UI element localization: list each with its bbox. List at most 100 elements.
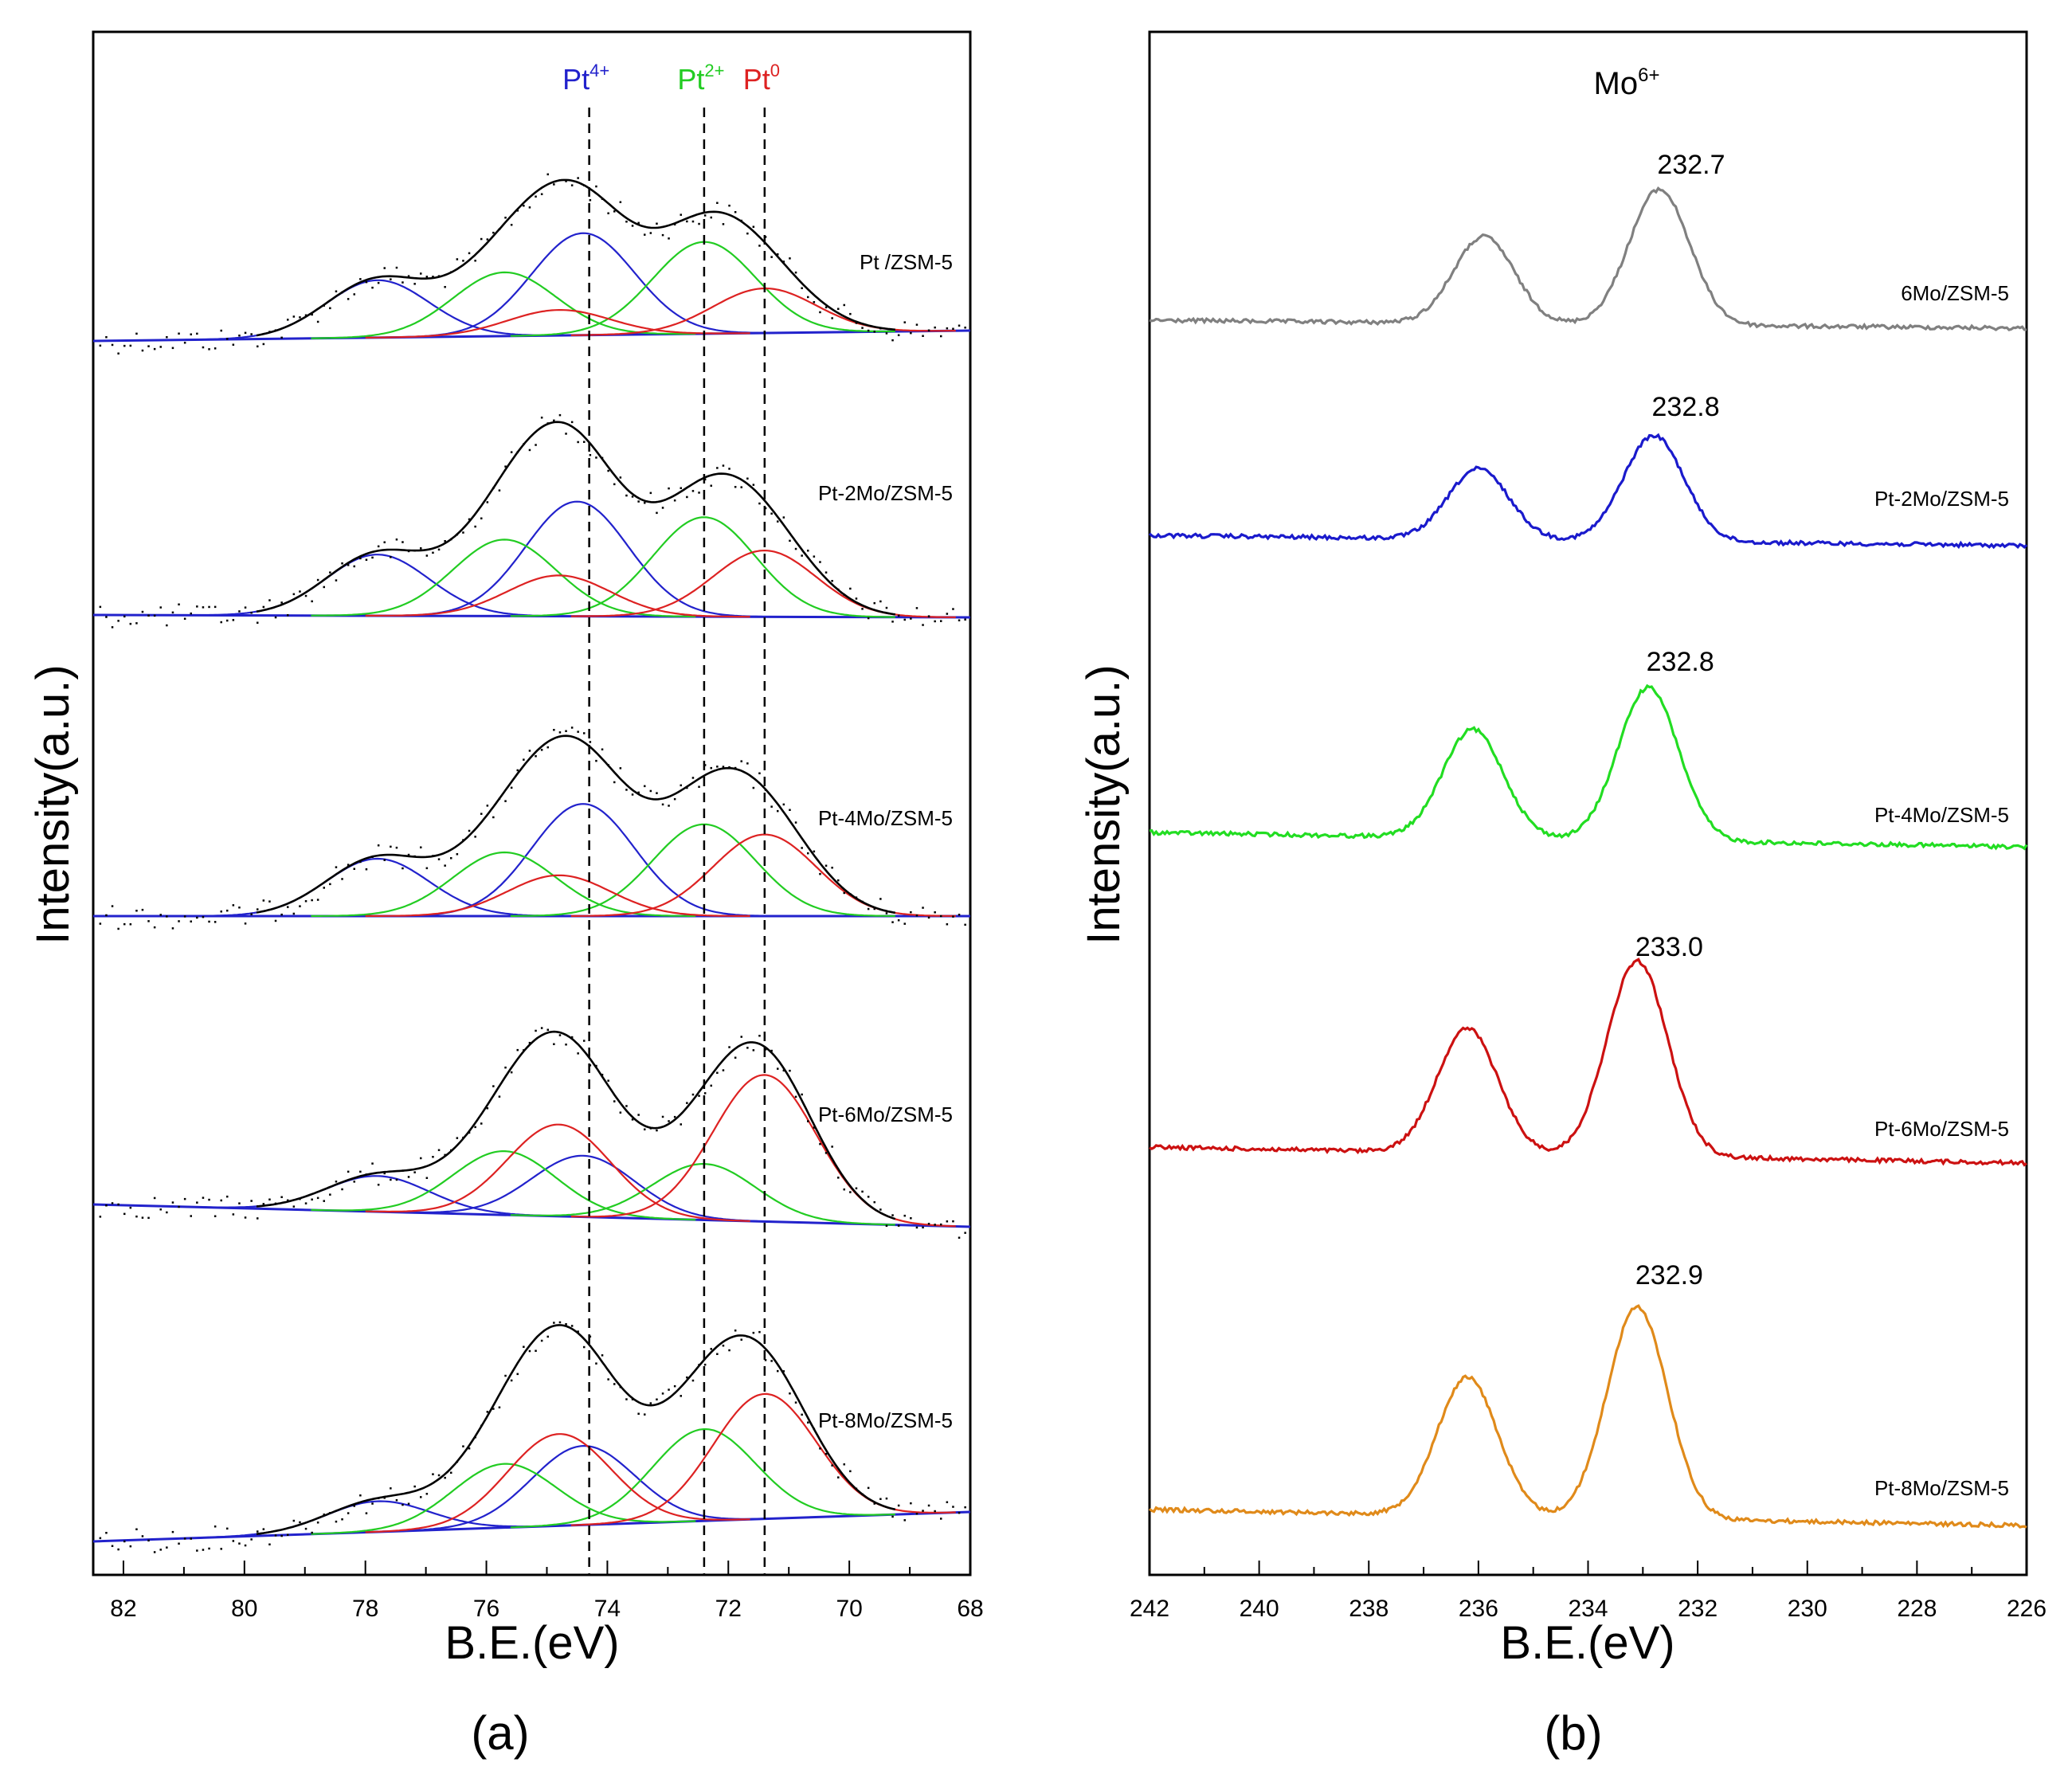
panel-a-data-point bbox=[903, 1214, 906, 1217]
panel-a-data-point bbox=[946, 923, 949, 926]
panel-a-data-point bbox=[728, 204, 730, 207]
panel-a-data-point bbox=[147, 1216, 150, 1220]
panel-a-data-point bbox=[910, 617, 912, 620]
panel-a-data-point bbox=[601, 1073, 604, 1076]
panel-a-data-point bbox=[474, 525, 476, 528]
panel-a-data-point bbox=[952, 915, 954, 918]
panel-a-data-point bbox=[934, 911, 936, 914]
panel-a-data-point bbox=[335, 1181, 338, 1183]
panel-a-data-point bbox=[359, 860, 362, 864]
panel-a-data-point bbox=[558, 179, 562, 182]
panel-a-fit-pt2p bbox=[311, 271, 696, 339]
panel-a-data-point bbox=[213, 1215, 217, 1217]
panel-a-data-point bbox=[474, 260, 476, 262]
panel-a-data-point bbox=[746, 1047, 749, 1049]
panel-a-data-point bbox=[910, 1502, 912, 1505]
panel-a-data-point bbox=[498, 1406, 501, 1408]
panel-a-data-point bbox=[849, 587, 852, 590]
panel-a-data-point bbox=[208, 348, 210, 351]
panel-a-data-point bbox=[934, 1224, 936, 1226]
panel-a-fit-pt0 bbox=[365, 309, 750, 339]
panel-a-envelope bbox=[256, 178, 895, 337]
panel-a-data-point bbox=[365, 1512, 368, 1514]
panel-a-data-point bbox=[558, 413, 562, 417]
panel-a-data-point bbox=[535, 195, 537, 198]
panel-a-data-point bbox=[722, 1345, 725, 1347]
panel-a-data-point bbox=[341, 1188, 343, 1191]
panel-a-data-point bbox=[703, 1092, 707, 1095]
panel-a-data-point bbox=[226, 909, 229, 912]
panel-a-data-point bbox=[631, 225, 634, 227]
panel-a-data-point bbox=[450, 857, 452, 860]
panel-a-data-point bbox=[480, 813, 483, 815]
panel-a-data-point bbox=[819, 561, 821, 563]
panel-a-data-point bbox=[450, 1471, 452, 1474]
panel-a-data-point bbox=[232, 343, 235, 346]
panel-b-peak-label: 232.8 bbox=[1647, 647, 1714, 677]
panel-a-data-point bbox=[316, 1196, 319, 1200]
panel-a-data-point bbox=[105, 336, 108, 339]
panel-a-data-point bbox=[607, 764, 609, 766]
panel-b-sample-label: Pt-2Mo/ZSM-5 bbox=[1874, 487, 2009, 511]
panel-a-data-point bbox=[178, 1542, 180, 1545]
panel-a-data-point bbox=[915, 1513, 918, 1515]
panel-a-data-point bbox=[691, 220, 695, 223]
panel-a-data-point bbox=[208, 920, 210, 923]
panel-a-data-point bbox=[528, 1349, 531, 1353]
panel-a-data-point bbox=[649, 789, 652, 793]
panel-a-data-point bbox=[698, 785, 700, 788]
panel-a-data-point bbox=[292, 1519, 296, 1522]
panel-a-data-point bbox=[546, 1028, 549, 1031]
panel-a-data-point bbox=[849, 1470, 852, 1473]
panel-a-data-point bbox=[637, 1114, 640, 1116]
panel-a-data-point bbox=[304, 594, 307, 597]
panel-a-data-point bbox=[377, 1184, 380, 1186]
panel-a-data-point bbox=[831, 1146, 833, 1148]
panel-a-data-point bbox=[166, 1546, 168, 1549]
panel-a-fit-pt2p bbox=[510, 1163, 895, 1226]
panel-a-data-point bbox=[498, 228, 501, 230]
panel-a-data-point bbox=[577, 1330, 579, 1333]
panel-a-data-point bbox=[135, 332, 138, 335]
panel-a-data-point bbox=[843, 304, 845, 307]
panel-a-data-point bbox=[927, 1504, 930, 1507]
panel-a-data-point bbox=[171, 611, 174, 614]
panel-a-data-point bbox=[964, 327, 966, 329]
panel-a-data-point bbox=[770, 805, 773, 808]
panel-a-data-point bbox=[885, 912, 888, 914]
panel-a-data-point bbox=[280, 1196, 283, 1198]
panel-a-data-point bbox=[135, 1215, 138, 1218]
panel-a-tick-label: 70 bbox=[836, 1596, 862, 1622]
panel-a-data-point bbox=[456, 258, 459, 260]
panel-a-data-point bbox=[649, 492, 652, 495]
panel-a-data-point bbox=[226, 619, 229, 622]
panel-a-data-point bbox=[940, 1518, 942, 1520]
panel-a-data-point bbox=[468, 252, 471, 255]
panel-a-data-point bbox=[523, 443, 525, 445]
panel-a-data-point bbox=[341, 562, 343, 565]
panel-a-data-point bbox=[922, 907, 924, 909]
panel-a-data-point bbox=[117, 620, 119, 622]
panel-a-data-point bbox=[946, 613, 949, 615]
panel-a-data-point bbox=[141, 908, 144, 911]
panel-a-data-point bbox=[601, 198, 604, 200]
panel-a-data-point bbox=[613, 781, 616, 784]
panel-a-data-point bbox=[395, 1499, 398, 1502]
panel-a-data-point bbox=[952, 327, 954, 330]
panel-a-data-point bbox=[891, 921, 894, 923]
panel-b-sample-label: Pt-8Mo/ZSM-5 bbox=[1874, 1476, 2009, 1500]
panel-a-data-point bbox=[546, 746, 549, 749]
panel-a-data-point bbox=[946, 1220, 949, 1223]
panel-a-data-point bbox=[371, 556, 374, 559]
panel-a-caption: (a) bbox=[471, 1706, 529, 1760]
panel-a-data-point bbox=[673, 1384, 676, 1388]
panel-a-data-point bbox=[758, 502, 761, 505]
panel-a-data-point bbox=[347, 298, 350, 300]
panel-a-data-point bbox=[546, 422, 549, 425]
panel-a-data-point bbox=[171, 347, 174, 350]
panel-a-data-point bbox=[570, 727, 574, 729]
panel-a-data-point bbox=[601, 456, 604, 460]
panel-a-data-point bbox=[474, 1436, 476, 1439]
panel-a-data-point bbox=[540, 1027, 543, 1029]
panel-a-data-point bbox=[413, 283, 416, 285]
